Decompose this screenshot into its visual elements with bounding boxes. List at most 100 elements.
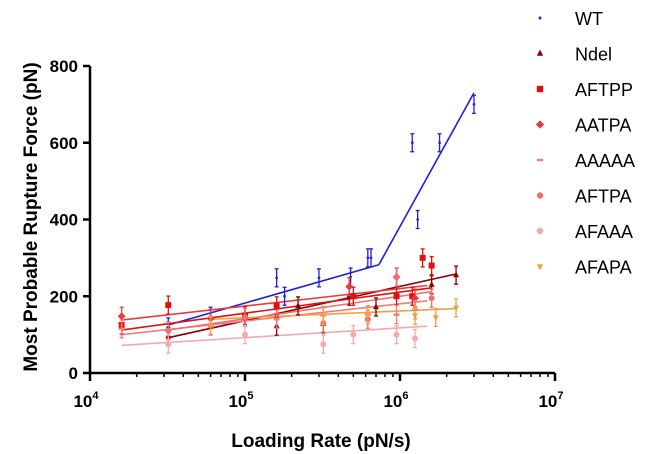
legend-label: AFAAA: [575, 222, 633, 242]
point-marker: [207, 322, 214, 329]
data-point: [437, 133, 442, 153]
legend-label: AFAPA: [575, 258, 632, 278]
fit-line: [378, 92, 475, 266]
legend-entry: AFAPA: [536, 258, 632, 278]
legend-label: AAAAA: [575, 151, 635, 171]
point-marker: [428, 295, 435, 302]
point-marker: [366, 256, 370, 260]
y-axis-title: Most Probable Rupture Force (pN): [21, 62, 42, 371]
point-marker: [350, 293, 357, 300]
legend-entry: AFTPP: [536, 80, 633, 100]
legend-label: WT: [575, 9, 603, 29]
legend-marker: [538, 16, 542, 20]
fit-line: [121, 284, 428, 321]
data-point: [165, 295, 172, 315]
data-point: [415, 209, 420, 230]
legend-marker: [536, 49, 544, 56]
point-marker: [393, 313, 400, 316]
y-tick-label: 600: [50, 134, 78, 153]
data-point: [428, 288, 435, 308]
point-marker: [273, 318, 280, 321]
legend-marker: [536, 227, 544, 235]
data-point: [242, 324, 248, 345]
data-point: [409, 286, 416, 306]
data-point: [282, 286, 287, 306]
x-tick-base: 10: [383, 392, 402, 411]
legend-entry: AFTPA: [536, 187, 632, 207]
data-point: [118, 319, 125, 339]
y-tick-label: 400: [50, 211, 78, 230]
x-tick-label: 107: [538, 390, 563, 411]
x-tick-base: 10: [73, 392, 92, 411]
point-marker: [438, 141, 441, 145]
point-marker: [320, 341, 327, 348]
data-point: [320, 334, 327, 354]
point-marker: [409, 293, 416, 300]
x-tick-base: 10: [538, 392, 557, 411]
data-point: [393, 324, 400, 345]
data-point: [412, 305, 419, 326]
x-tick-exponent: 5: [247, 390, 253, 402]
y-tick-label: 0: [69, 364, 78, 383]
point-marker: [410, 141, 414, 145]
data-point: [242, 307, 248, 328]
point-marker: [393, 331, 400, 338]
data-point: [410, 133, 415, 153]
data-point: [428, 255, 435, 276]
x-tick-label: 104: [73, 390, 99, 411]
data-point: [372, 297, 379, 317]
legend-marker: [536, 192, 544, 199]
point-marker: [242, 314, 248, 321]
point-marker: [428, 281, 435, 287]
point-marker: [453, 305, 460, 312]
point-marker: [412, 335, 419, 342]
data-point: [365, 248, 370, 268]
data-point: [369, 248, 374, 268]
data-point: [432, 307, 439, 328]
point-marker: [295, 302, 302, 308]
data-point: [207, 315, 214, 335]
legend: WT Ndel AFTPP AATPA AAAAA AFTPA AFAAA AFAPA: [535, 9, 635, 278]
point-marker: [419, 254, 426, 261]
legend-label: AFTPA: [575, 187, 632, 207]
data-point: [274, 268, 279, 288]
data-point: [453, 265, 460, 285]
x-tick-base: 10: [228, 392, 247, 411]
point-marker: [364, 312, 371, 319]
point-marker: [283, 294, 286, 298]
legend-label: AATPA: [575, 116, 631, 136]
point-marker: [242, 331, 248, 338]
data-point: [295, 296, 302, 316]
legend-marker: [536, 264, 544, 271]
data-point: [117, 306, 126, 326]
y-tick-label: 200: [50, 287, 78, 306]
point-marker: [428, 262, 435, 269]
point-marker: [416, 218, 420, 221]
data-point: [393, 267, 400, 287]
point-marker: [317, 276, 321, 280]
legend-label: AFTPP: [575, 80, 633, 100]
x-tick-label: 106: [383, 390, 408, 411]
data-point: [419, 248, 426, 268]
x-tick-label: 105: [228, 390, 253, 411]
point-marker: [472, 103, 476, 106]
point-marker: [118, 327, 125, 331]
data-point: [412, 328, 419, 349]
data-point: [316, 268, 321, 288]
data-point: [273, 309, 280, 329]
data-point: [393, 305, 400, 325]
legend-entry: AATPA: [535, 116, 631, 136]
legend-marker: [536, 158, 544, 162]
point-marker: [117, 312, 126, 321]
point-marker: [350, 331, 357, 338]
point-marker: [393, 274, 400, 281]
legend-marker: [535, 120, 545, 129]
x-tick-exponent: 7: [557, 390, 563, 402]
point-marker: [320, 313, 327, 320]
fit-line: [168, 264, 380, 326]
data-point: [320, 305, 327, 326]
y-tick-label: 800: [50, 57, 78, 76]
point-marker: [369, 256, 373, 260]
